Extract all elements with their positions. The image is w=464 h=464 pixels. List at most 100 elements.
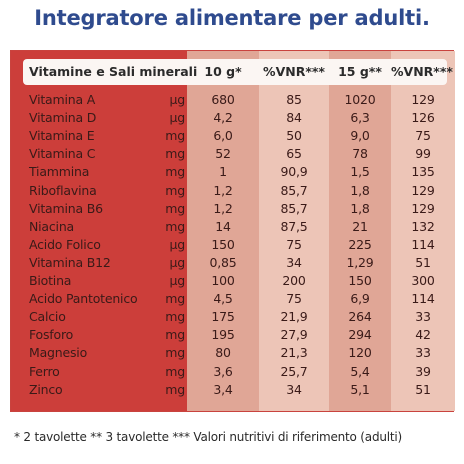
cell-q10: 195 <box>211 327 235 343</box>
cell-vnr10: 75 <box>286 236 302 252</box>
cell-q15: 264 <box>348 309 372 325</box>
table-row: Vitamina A µg 680 85 1020 129 <box>11 91 455 109</box>
cell-q15: 1,29 <box>346 254 374 270</box>
cell-name: Niacina <box>29 218 75 234</box>
cell-q15: 294 <box>348 327 372 343</box>
cell-unit: µg <box>169 236 186 252</box>
cell-vnr15: 42 <box>415 327 431 343</box>
cell-vnr10: 200 <box>282 273 306 288</box>
cell-name: Calcio <box>29 309 66 325</box>
table-row: Vitamina E mg 6,0 50 9,0 75 <box>11 127 455 145</box>
header-vnr-10g: %VNR*** <box>263 64 325 79</box>
cell-name: Vitamina C <box>29 146 96 162</box>
cell-name: Vitamina A <box>29 92 96 107</box>
page-title: Integratore alimentare per adulti. <box>34 6 430 30</box>
cell-q10: 100 <box>211 273 235 288</box>
cell-q15: 9,0 <box>350 128 370 144</box>
cell-q10: 4,5 <box>213 291 233 307</box>
cell-vnr10: 34 <box>286 254 302 270</box>
cell-q10: 1,2 <box>213 182 233 198</box>
cell-name: Fosforo <box>29 327 74 343</box>
cell-q10: 3,4 <box>213 381 233 397</box>
cell-q10: 14 <box>215 218 231 234</box>
cell-q15: 225 <box>348 236 372 252</box>
cell-name: Tiammina <box>29 164 90 180</box>
cell-vnr15: 51 <box>415 381 431 397</box>
cell-unit: µg <box>169 92 186 107</box>
table-row: Vitamina B12 µg 0,85 34 1,29 51 <box>11 254 455 272</box>
cell-q15: 78 <box>352 146 368 162</box>
cell-vnr15: 51 <box>415 254 431 270</box>
cell-name: Magnesio <box>29 345 88 361</box>
footnote: * 2 tavolette ** 3 tavolette *** Valori … <box>14 430 403 444</box>
cell-vnr15: 114 <box>411 236 435 252</box>
cell-vnr15: 129 <box>411 200 435 216</box>
table-row: Acido Folico µg 150 75 225 114 <box>11 236 455 254</box>
cell-vnr15: 99 <box>415 146 431 162</box>
cell-unit: mg <box>165 381 185 397</box>
cell-unit: mg <box>165 200 185 216</box>
cell-vnr10: 85,7 <box>280 182 308 198</box>
header-10g: 10 g* <box>204 64 242 79</box>
cell-name: Biotina <box>29 273 72 288</box>
cell-q10: 1,2 <box>213 200 233 216</box>
cell-q10: 1 <box>219 164 227 180</box>
cell-vnr10: 87,5 <box>280 218 308 234</box>
cell-unit: mg <box>165 291 185 307</box>
cell-name: Acido Pantotenico <box>29 291 138 307</box>
cell-q15: 1020 <box>344 92 376 107</box>
cell-vnr15: 126 <box>411 110 435 126</box>
cell-name: Vitamina B12 <box>29 254 111 270</box>
table-row: Fosforo mg 195 27,9 294 42 <box>11 326 455 344</box>
header-15g: 15 g** <box>338 64 382 79</box>
table-row: Riboflavina mg 1,2 85,7 1,8 129 <box>11 182 455 200</box>
cell-vnr15: 33 <box>415 309 431 325</box>
cell-name: Vitamina B6 <box>29 200 103 216</box>
cell-unit: mg <box>165 218 185 234</box>
cell-unit: mg <box>165 345 185 361</box>
cell-q15: 150 <box>348 273 372 288</box>
cell-unit: mg <box>165 164 185 180</box>
cell-vnr15: 300 <box>411 273 435 288</box>
cell-unit: mg <box>165 146 185 162</box>
cell-q15: 1,5 <box>350 164 370 180</box>
table-row: Magnesio mg 80 21,3 120 33 <box>11 344 455 362</box>
cell-vnr10: 75 <box>286 291 302 307</box>
cell-q15: 1,8 <box>350 182 370 198</box>
cell-q10: 0,85 <box>209 254 237 270</box>
cell-unit: mg <box>165 182 185 198</box>
cell-q10: 52 <box>215 146 231 162</box>
cell-q15: 6,3 <box>350 110 370 126</box>
cell-unit: µg <box>169 254 186 270</box>
cell-q10: 680 <box>211 92 235 107</box>
table-row: Ferro mg 3,6 25,7 5,4 39 <box>11 363 455 381</box>
table-header: Vitamine e Sali minerali 10 g* %VNR*** 1… <box>23 59 453 85</box>
cell-vnr10: 21,3 <box>280 345 308 361</box>
cell-q15: 120 <box>348 345 372 361</box>
cell-vnr15: 129 <box>411 92 435 107</box>
cell-unit: mg <box>165 128 185 144</box>
table-row: Niacina mg 14 87,5 21 132 <box>11 218 455 236</box>
table-row: Acido Pantotenico mg 4,5 75 6,9 114 <box>11 290 455 308</box>
table-row: Tiammina mg 1 90,9 1,5 135 <box>11 163 455 181</box>
col-15g-bg <box>329 51 391 411</box>
cell-unit: mg <box>165 363 185 379</box>
cell-unit: µg <box>169 110 186 126</box>
cell-q15: 1,8 <box>350 200 370 216</box>
cell-name: Riboflavina <box>29 182 97 198</box>
cell-vnr15: 39 <box>415 363 431 379</box>
cell-vnr10: 90,9 <box>280 164 308 180</box>
cell-vnr15: 75 <box>415 128 431 144</box>
cell-vnr15: 114 <box>411 291 435 307</box>
cell-vnr10: 21,9 <box>280 309 308 325</box>
cell-vnr10: 25,7 <box>280 363 308 379</box>
cell-name: Vitamina E <box>29 128 95 144</box>
names-column-bg <box>11 51 187 411</box>
table-row: Biotina µg 100 200 150 300 <box>11 272 455 290</box>
cell-vnr15: 132 <box>411 218 435 234</box>
cell-q15: 6,9 <box>350 291 370 307</box>
cell-unit: mg <box>165 327 185 343</box>
table-row: Vitamina B6 mg 1,2 85,7 1,8 129 <box>11 200 455 218</box>
col-vnr15-bg <box>391 51 455 411</box>
table-row: Vitamina D µg 4,2 84 6,3 126 <box>11 109 455 127</box>
